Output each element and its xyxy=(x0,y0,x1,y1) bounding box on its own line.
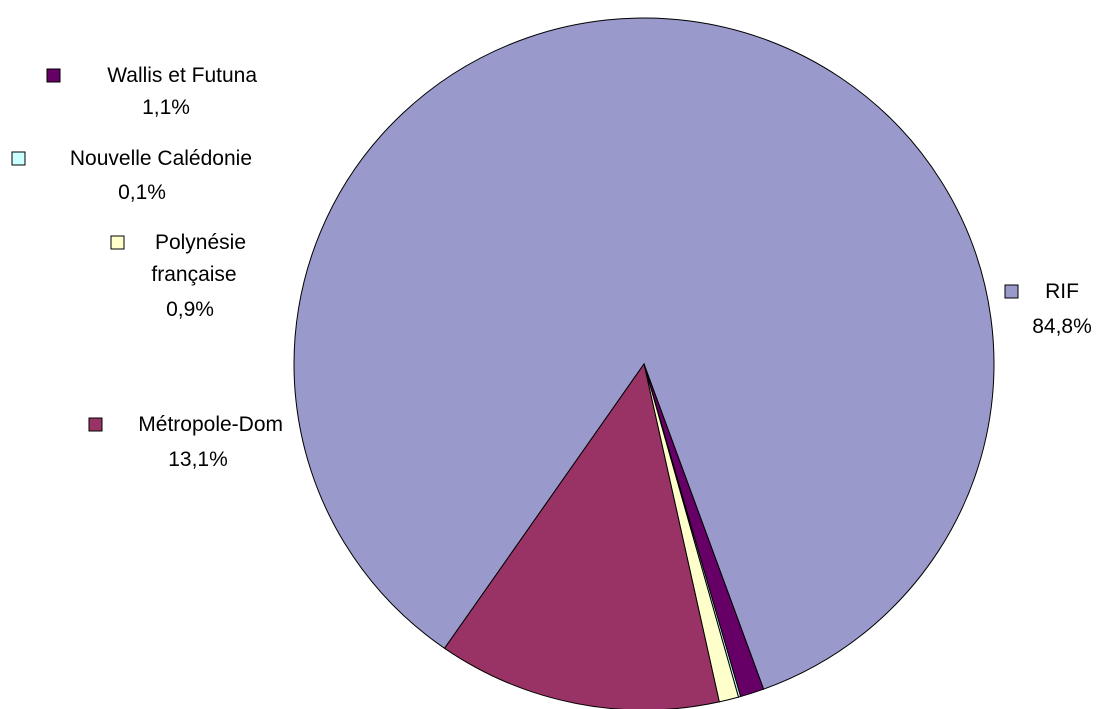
legend-key-rif xyxy=(1004,284,1019,299)
slice-percent-rif: 84,8% xyxy=(1032,315,1092,338)
slice-name-rif: RIF xyxy=(1045,280,1079,303)
legend-key-nouvelle-caledonie xyxy=(11,151,26,166)
slice-percent-metropole-dom: 13,1% xyxy=(168,448,228,471)
slice-name-metropole-dom: Métropole-Dom xyxy=(138,413,283,436)
legend-key-polynesie-francaise xyxy=(110,235,125,250)
data-label-rif: RIF 84,8% xyxy=(1004,280,1092,338)
pie-slices xyxy=(293,17,995,709)
slice-percent-polynesie-francaise: 0,9% xyxy=(166,298,214,321)
data-label-wallis-et-futuna: Wallis et Futuna 1,1% xyxy=(46,64,257,119)
pie-slice-metropole-dom xyxy=(443,362,720,709)
legend-key-metropole-dom xyxy=(88,417,103,432)
data-label-polynesie-francaise: Polynésie française 0,9% xyxy=(110,231,246,321)
slice-name-polynesie-francaise: Polynésie xyxy=(155,231,246,254)
slice-name-polynesie-francaise-line2: française xyxy=(151,263,236,286)
legend-key-wallis-et-futuna xyxy=(46,68,61,83)
pie-slice-rif xyxy=(293,17,995,690)
pie-data-labels: RIF 84,8% Métropole-Dom 13,1% Polynésie franç… xyxy=(11,64,1092,471)
slice-name-nouvelle-caledonie: Nouvelle Calédonie xyxy=(70,147,252,170)
data-label-metropole-dom: Métropole-Dom 13,1% xyxy=(88,413,283,471)
slice-percent-nouvelle-caledonie: 0,1% xyxy=(118,181,166,204)
slice-percent-wallis-et-futuna: 1,1% xyxy=(142,96,190,119)
slice-name-wallis-et-futuna: Wallis et Futuna xyxy=(107,64,257,87)
data-label-nouvelle-caledonie: Nouvelle Calédonie 0,1% xyxy=(11,147,252,204)
